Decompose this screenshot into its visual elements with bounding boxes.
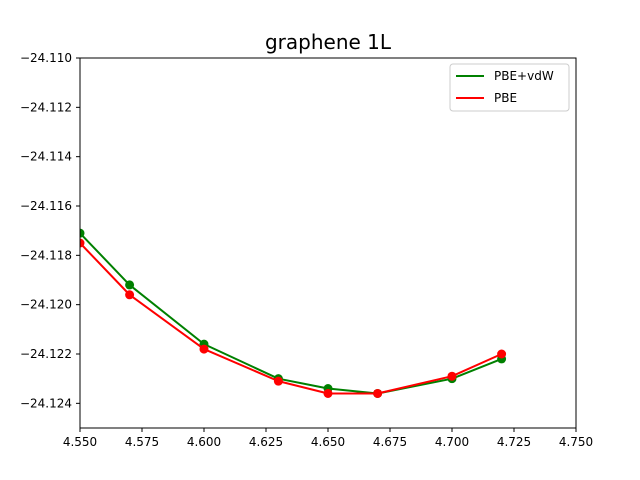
data-point: [497, 349, 507, 359]
legend: PBE+vdW PBE: [449, 63, 570, 112]
x-axis: 4.550 4.575 4.600 4.625 4.650 4.675 4.700 4.725…: [63, 428, 593, 449]
series-layer: [80, 228, 507, 398]
x-tick-label: 4.725: [497, 435, 531, 449]
y-tick-label: −24.120: [20, 298, 72, 312]
y-axis: −24.110 −24.112 −24.114 −24.116 −24.118 −24.1…: [20, 51, 80, 410]
chart-title: graphene 1L: [265, 30, 392, 54]
x-tick-label: 4.650: [311, 435, 345, 449]
y-tick-label: −24.124: [20, 396, 72, 410]
legend-label: PBE+vdW: [494, 69, 554, 83]
series-line-0: [80, 232, 502, 395]
x-tick-label: 4.625: [249, 435, 283, 449]
y-tick-label: −24.116: [20, 199, 72, 213]
x-tick-label: 4.700: [435, 435, 469, 449]
x-tick-label: 4.750: [559, 435, 593, 449]
data-point: [323, 388, 333, 398]
y-tick-label: −24.122: [20, 347, 72, 361]
data-point: [125, 280, 135, 290]
data-point: [273, 376, 283, 386]
data-point: [125, 290, 135, 300]
x-tick-label: 4.550: [63, 435, 97, 449]
data-point: [199, 344, 209, 354]
data-point: [80, 228, 85, 238]
x-tick-label: 4.600: [187, 435, 221, 449]
data-point: [447, 371, 457, 381]
y-tick-label: −24.112: [20, 100, 72, 114]
y-tick-label: −24.118: [20, 248, 72, 262]
plot-frame: [79, 57, 577, 429]
y-tick-label: −24.110: [20, 51, 72, 65]
legend-label: PBE: [494, 91, 517, 105]
y-tick-label: −24.114: [20, 150, 72, 164]
data-point: [80, 238, 85, 248]
series-line-1: [80, 242, 503, 395]
data-point: [373, 388, 383, 398]
x-tick-label: 4.575: [125, 435, 159, 449]
x-tick-label: 4.675: [373, 435, 407, 449]
